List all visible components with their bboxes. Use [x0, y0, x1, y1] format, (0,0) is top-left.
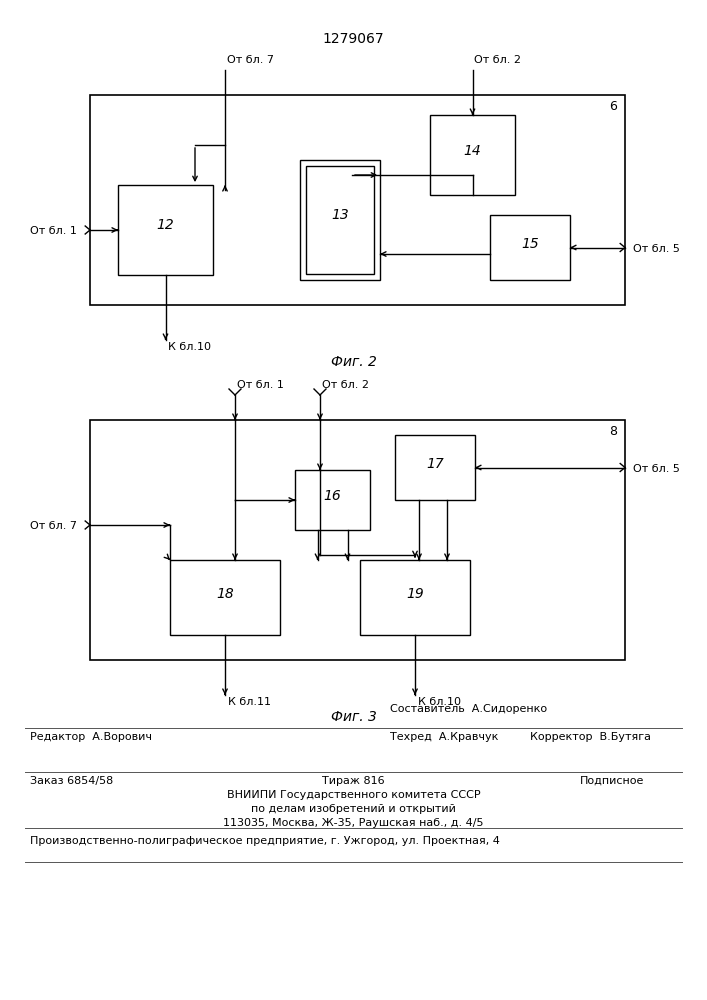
Text: От бл. 5: От бл. 5: [633, 464, 680, 474]
Bar: [395, 435, 475, 500]
Text: 113035, Москва, Ж-35, Раушская наб., д. 4/5: 113035, Москва, Ж-35, Раушская наб., д. …: [223, 818, 484, 828]
Bar: [170, 560, 280, 635]
Text: К бл.10: К бл.10: [168, 342, 211, 352]
Text: От бл. 2: От бл. 2: [322, 380, 369, 390]
Bar: [90, 420, 625, 660]
Bar: [430, 115, 515, 195]
Text: Техред  А.Кравчук: Техред А.Кравчук: [390, 732, 498, 742]
Bar: [490, 215, 570, 280]
Bar: [360, 560, 470, 635]
Text: 16: 16: [324, 489, 341, 503]
Text: От бл. 5: От бл. 5: [633, 243, 680, 253]
Text: Редактор  А.Ворович: Редактор А.Ворович: [30, 732, 152, 742]
Text: 1279067: 1279067: [322, 32, 385, 46]
Text: Подписное: Подписное: [580, 776, 644, 786]
Text: 15: 15: [521, 236, 539, 250]
Text: 13: 13: [331, 208, 349, 222]
Text: От бл. 2: От бл. 2: [474, 55, 522, 65]
Bar: [300, 160, 380, 280]
Bar: [295, 470, 370, 530]
Text: по делам изобретений и открытий: по делам изобретений и открытий: [251, 804, 456, 814]
Text: 12: 12: [157, 218, 175, 232]
Text: 19: 19: [406, 586, 424, 600]
Text: Корректор  В.Бутяга: Корректор В.Бутяга: [530, 732, 651, 742]
Bar: [306, 166, 374, 274]
Bar: [90, 95, 625, 305]
Text: От бл. 1: От бл. 1: [30, 226, 77, 236]
Text: 6: 6: [609, 100, 617, 113]
Text: 8: 8: [609, 425, 617, 438]
Text: К бл.11: К бл.11: [228, 697, 271, 707]
Text: От бл. 7: От бл. 7: [30, 521, 77, 531]
Text: От бл. 1: От бл. 1: [237, 380, 284, 390]
Text: ВНИИПИ Государственного комитета СССР: ВНИИПИ Государственного комитета СССР: [227, 790, 480, 800]
Text: Фиг. 2: Фиг. 2: [331, 355, 376, 369]
Text: 18: 18: [216, 586, 234, 600]
Text: 14: 14: [464, 144, 481, 158]
Text: От бл. 7: От бл. 7: [227, 55, 274, 65]
Text: Производственно-полиграфическое предприятие, г. Ужгород, ул. Проектная, 4: Производственно-полиграфическое предприя…: [30, 836, 500, 846]
Text: Заказ 6854/58: Заказ 6854/58: [30, 776, 113, 786]
Text: К бл.10: К бл.10: [418, 697, 461, 707]
Text: Фиг. 3: Фиг. 3: [331, 710, 376, 724]
Bar: [118, 185, 213, 275]
Text: 17: 17: [426, 456, 444, 471]
Text: Тираж 816: Тираж 816: [322, 776, 385, 786]
Text: Составитель  А.Сидоренко: Составитель А.Сидоренко: [390, 704, 547, 714]
